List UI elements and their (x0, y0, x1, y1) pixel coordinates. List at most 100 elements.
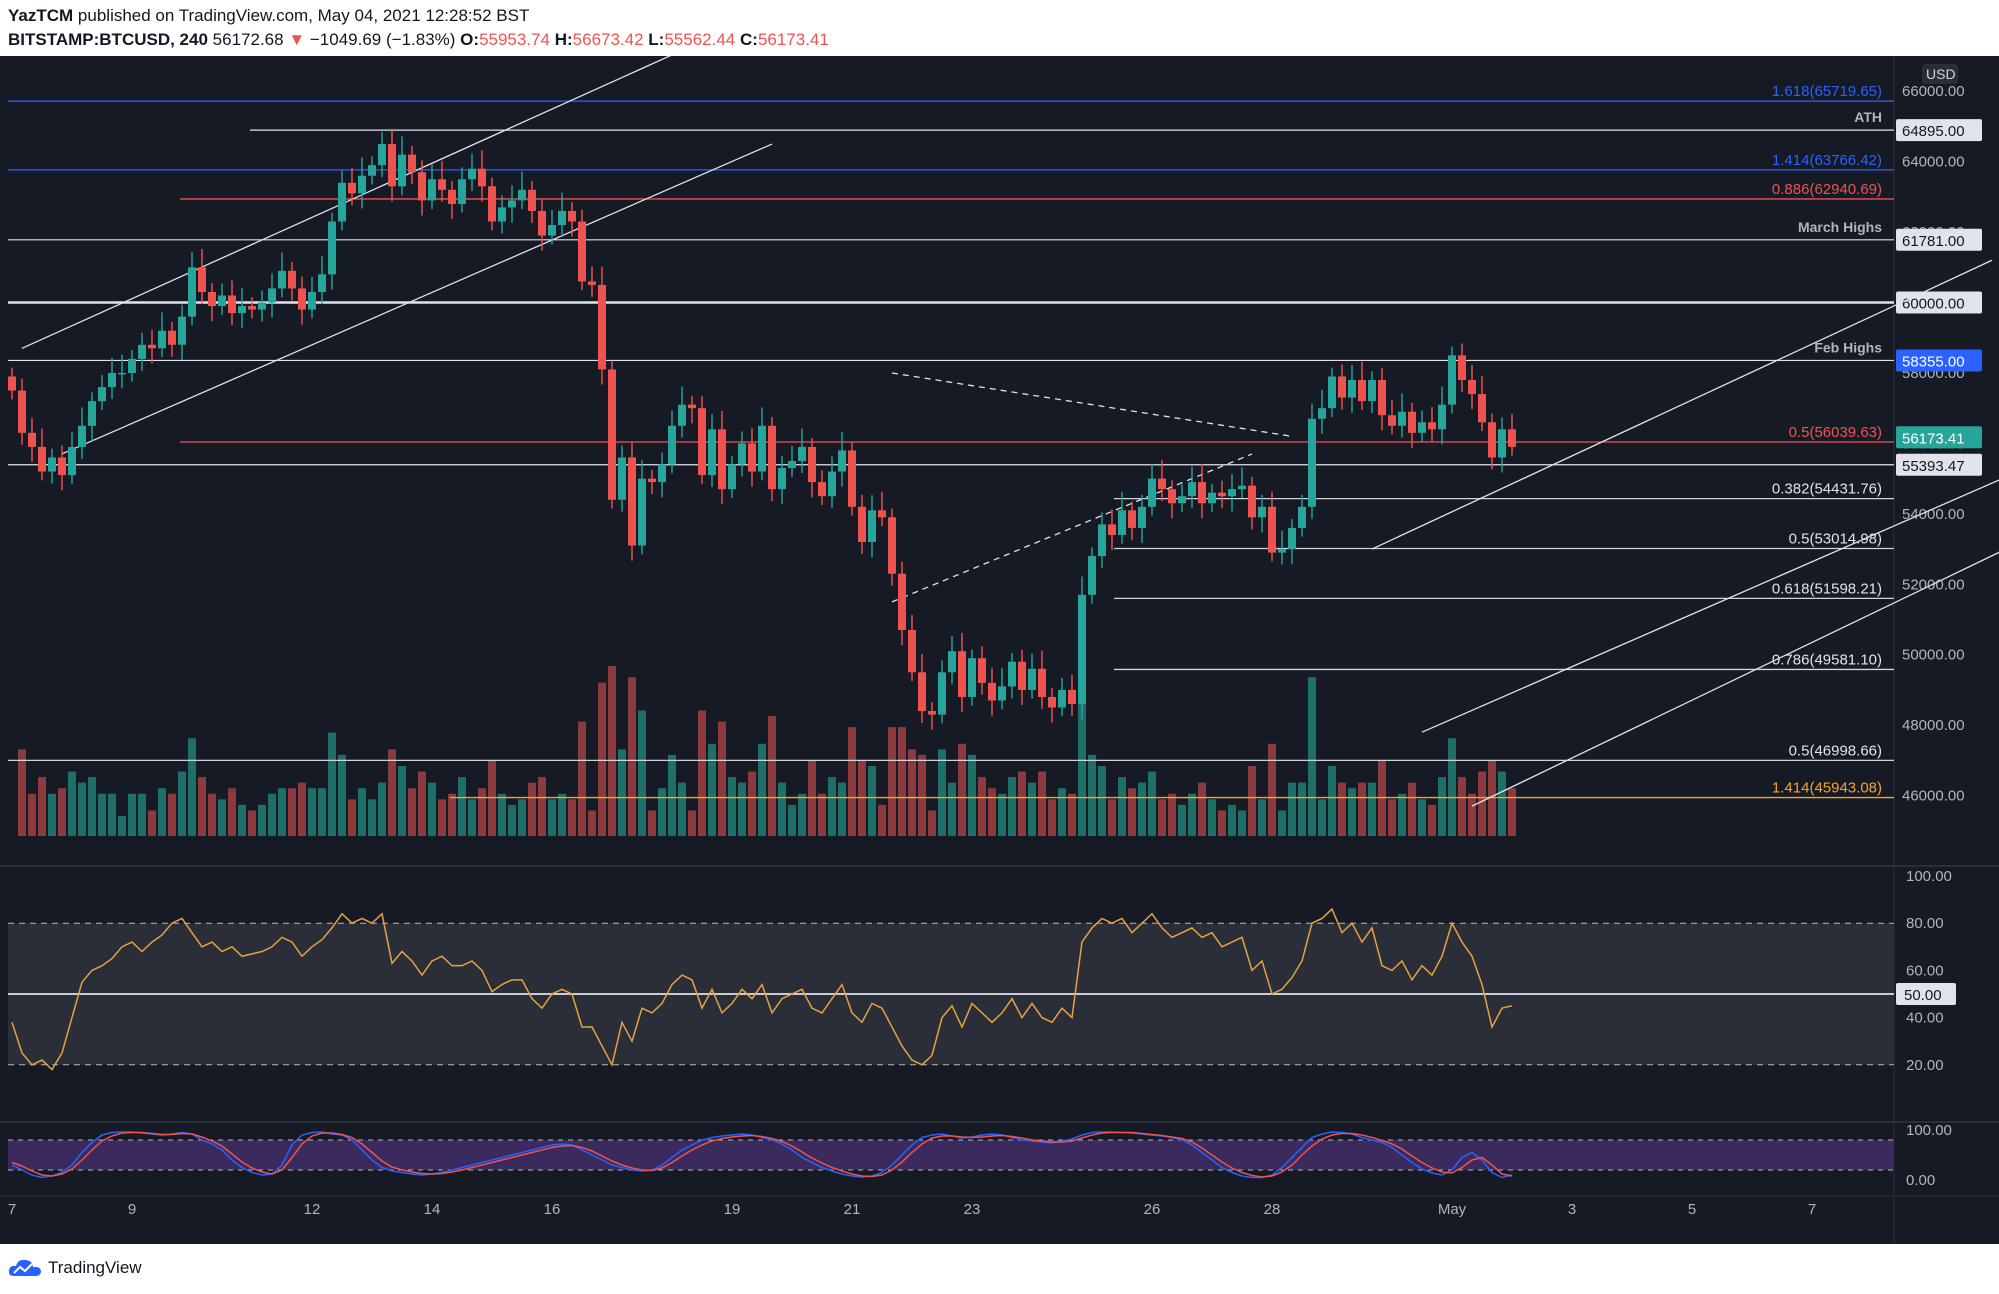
volume-bar (1018, 771, 1026, 836)
volume-bar (578, 721, 586, 836)
candle-body (918, 672, 926, 712)
symbol-label[interactable]: BITSTAMP:BTCUSD, 240 (8, 30, 208, 49)
stoch-tick-label: 100.00 (1906, 1122, 1952, 1139)
candle-body (318, 274, 326, 292)
candle-body (1308, 418, 1316, 507)
level-price-tag (1896, 119, 1982, 142)
candle-body (1368, 380, 1376, 402)
fib-level-label: 0.618(51598.21) (1772, 580, 1882, 597)
volume-bar (738, 782, 746, 836)
volume-bar (168, 793, 176, 836)
price-tick-label: 50000.00 (1902, 647, 1965, 664)
candle-body (58, 457, 66, 476)
candle-body (1358, 380, 1366, 402)
volume-bar (118, 816, 126, 836)
candle-body (768, 425, 776, 490)
volume-bar (368, 799, 376, 836)
publish-info: published on TradingView.com, May 04, 20… (77, 6, 530, 25)
candle-body (88, 401, 96, 426)
volume-bar (48, 793, 56, 836)
chart-background (0, 56, 1999, 1244)
volume-bar (918, 754, 926, 836)
volume-bar (778, 782, 786, 836)
volume-bar (658, 788, 666, 836)
volume-bar (868, 766, 876, 836)
candle-body (118, 372, 126, 375)
volume-bar (1378, 760, 1386, 836)
candle-body (1428, 422, 1436, 430)
volume-bar (438, 799, 446, 836)
candle-body (1148, 478, 1156, 507)
volume-bar (548, 799, 556, 836)
candle-body (618, 457, 626, 500)
author-name[interactable]: YazTCM (8, 6, 74, 25)
volume-bar (1228, 804, 1236, 836)
chart-header: YazTCM published on TradingView.com, May… (0, 0, 1999, 56)
volume-bar (1478, 771, 1486, 836)
volume-bar (858, 760, 866, 836)
volume-bar (978, 777, 986, 836)
volume-bar (898, 727, 906, 836)
volume-bar (538, 777, 546, 836)
date-tick-label: 19 (724, 1201, 741, 1218)
price-axis-panel (1894, 56, 1999, 1244)
candle-body (938, 672, 946, 715)
volume-bar (448, 793, 456, 836)
candle-body (388, 144, 396, 187)
candle-body (628, 457, 636, 546)
candle-body (928, 711, 936, 715)
level-label: March Highs (1798, 219, 1882, 235)
candle-body (358, 175, 366, 194)
cloud-logo-icon (8, 1259, 41, 1276)
price-change: −1049.69 (−1.83%) (309, 30, 456, 49)
candle-body (888, 517, 896, 574)
level-price-tag-text: 61781.00 (1902, 233, 1965, 250)
volume-bar (1218, 810, 1226, 836)
stoch-tick-label: 0.00 (1906, 1172, 1935, 1189)
level-price-tag (1896, 349, 1982, 372)
rsi-midline-tag (1896, 983, 1956, 1005)
candle-body (1088, 556, 1096, 595)
candle-body (408, 154, 416, 173)
candle-body (108, 372, 116, 388)
rsi-tick-label: 40.00 (1906, 1010, 1944, 1027)
candle-body (818, 482, 826, 497)
volume-bar (1058, 788, 1066, 836)
volume-bar (1068, 793, 1076, 836)
candle-body (538, 210, 546, 236)
candle-body (258, 302, 266, 310)
candle-body (1488, 422, 1496, 458)
price-chart[interactable]: 46000.0048000.0050000.0052000.0054000.00… (0, 56, 1999, 1244)
volume-bar (38, 777, 46, 836)
volume-bar (318, 788, 326, 836)
volume-bar (1308, 677, 1316, 836)
candle-body (268, 288, 276, 303)
volume-bar (708, 743, 716, 836)
volume-bar (788, 804, 796, 836)
candle-body (168, 330, 176, 345)
candle-body (848, 450, 856, 507)
channel-line (61, 143, 773, 455)
date-tick-label: 5 (1688, 1201, 1696, 1218)
volume-bar (218, 799, 226, 836)
volume-bar (828, 777, 836, 836)
volume-bar (768, 716, 776, 836)
volume-bar (1248, 766, 1256, 836)
volume-bar (1138, 782, 1146, 836)
fib-level-label: 0.5(53014.98) (1789, 531, 1882, 548)
candle-body (488, 186, 496, 222)
candle-body (1258, 506, 1266, 518)
candle-body (708, 429, 716, 476)
rsi-midline-tag-text: 50.00 (1904, 987, 1942, 1004)
tradingview-logo[interactable]: TradingView (8, 1258, 142, 1278)
currency-badge (1922, 64, 1958, 84)
volume-bar (1048, 799, 1056, 836)
volume-bar (148, 810, 156, 836)
last-price: 56172.68 (212, 30, 284, 49)
candle-body (158, 330, 166, 349)
candle-body (1108, 524, 1116, 535)
candle-body (658, 464, 666, 483)
date-tick-label: 16 (544, 1201, 561, 1218)
close-value: 56173.41 (757, 30, 829, 49)
volume-bar (818, 793, 826, 836)
